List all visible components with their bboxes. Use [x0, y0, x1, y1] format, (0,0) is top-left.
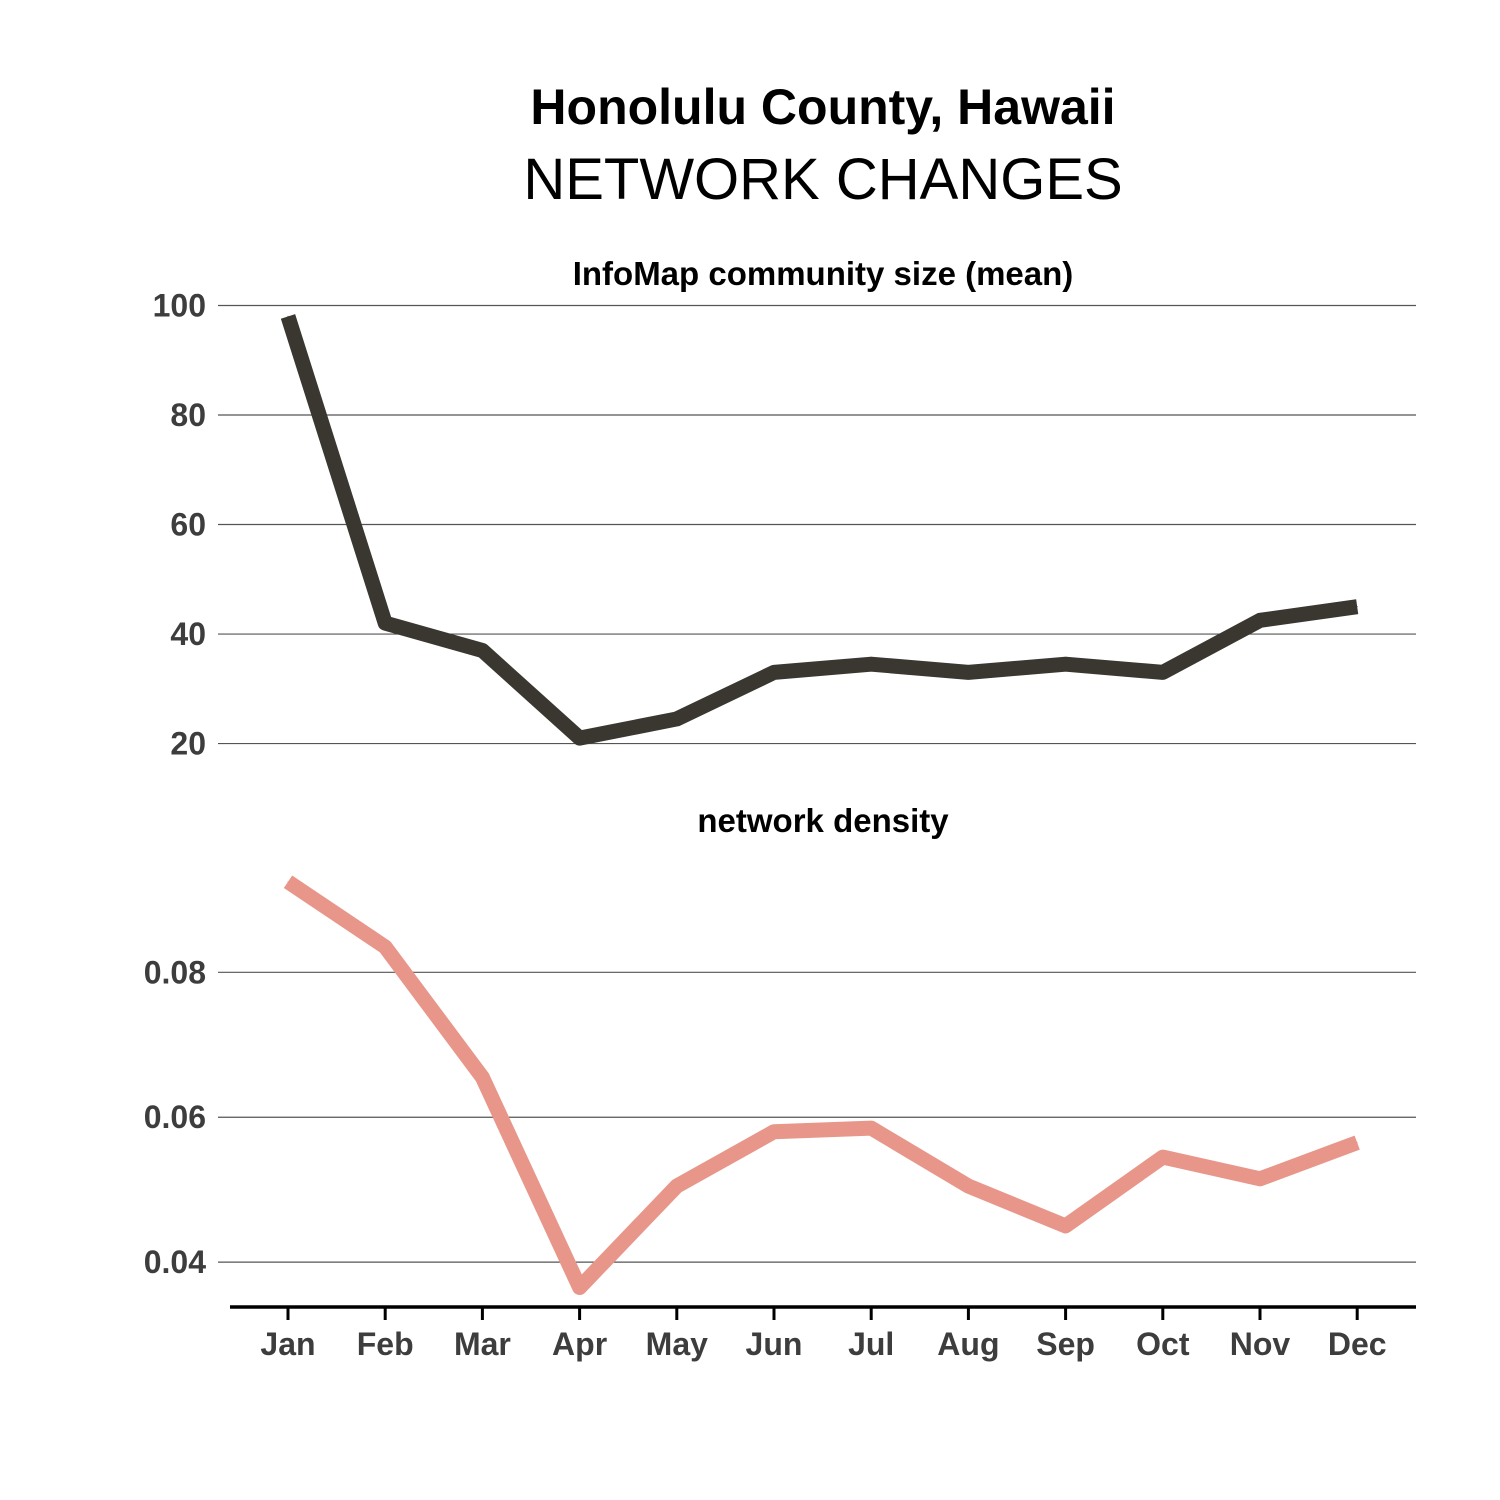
data-point-network-density [579, 1287, 581, 1289]
x-tick-label: Dec [1328, 1326, 1387, 1362]
series-line-network-density [283, 875, 1360, 1296]
x-tick-label: Mar [454, 1326, 511, 1362]
y-tick-label-community-size: 20 [170, 726, 206, 762]
data-point-network-density [384, 946, 386, 948]
data-point-community-size [481, 649, 483, 651]
x-axis: Jan Feb Mar Apr May Jun Jul Aug Sep Oct Nov Dec [260, 1307, 1387, 1362]
data-point-community-size [967, 671, 969, 673]
data-point-community-size [1259, 619, 1261, 621]
panel-network-density: 0.04 0.06 0.08 [144, 875, 1416, 1296]
data-point-network-density [481, 1076, 483, 1078]
x-tick-label: Oct [1136, 1326, 1190, 1362]
panel-community-size: 20 40 60 80 100 [153, 287, 1416, 762]
panel-title-network-density: network density [697, 802, 949, 839]
data-point-network-density [1356, 1142, 1358, 1144]
y-tick-label-community-size: 100 [153, 287, 206, 323]
series-line-community-size [280, 314, 1359, 746]
x-tick-label: Jun [746, 1326, 803, 1362]
chart-title: Honolulu County, Hawaii [530, 79, 1116, 135]
y-tick-label-network-density: 0.06 [144, 1099, 206, 1135]
x-tick-label: Aug [937, 1326, 999, 1362]
data-point-community-size [676, 718, 678, 720]
y-tick-label-community-size: 80 [170, 397, 206, 433]
data-point-network-density [1162, 1156, 1164, 1158]
data-point-network-density [967, 1185, 969, 1187]
panel-title-community-size: InfoMap community size (mean) [573, 255, 1074, 292]
data-point-community-size [579, 737, 581, 739]
y-tick-label-network-density: 0.04 [144, 1244, 206, 1280]
x-tick-label: Feb [357, 1326, 414, 1362]
data-point-network-density [1259, 1178, 1261, 1180]
y-tick-label-community-size: 60 [170, 507, 206, 543]
data-point-community-size [870, 663, 872, 665]
data-point-network-density [773, 1131, 775, 1133]
data-point-network-density [676, 1185, 678, 1187]
y-tick-label-network-density: 0.08 [144, 954, 206, 990]
data-point-network-density [1065, 1225, 1067, 1227]
y-tick-label-community-size: 40 [170, 616, 206, 652]
data-point-community-size [1162, 671, 1164, 673]
x-tick-label: Jan [260, 1326, 315, 1362]
x-tick-label: Nov [1230, 1326, 1291, 1362]
data-point-network-density [870, 1127, 872, 1129]
data-point-community-size [384, 622, 386, 624]
x-tick-label: Apr [552, 1326, 607, 1362]
chart-subtitle: NETWORK CHANGES [523, 147, 1123, 212]
data-point-network-density [287, 881, 289, 883]
data-point-community-size [287, 315, 289, 317]
x-tick-label: May [646, 1326, 708, 1362]
x-tick-label: Sep [1036, 1326, 1095, 1362]
data-point-community-size [1065, 663, 1067, 665]
data-point-community-size [1356, 606, 1358, 608]
x-tick-label: Jul [848, 1326, 894, 1362]
data-point-community-size [773, 671, 775, 673]
